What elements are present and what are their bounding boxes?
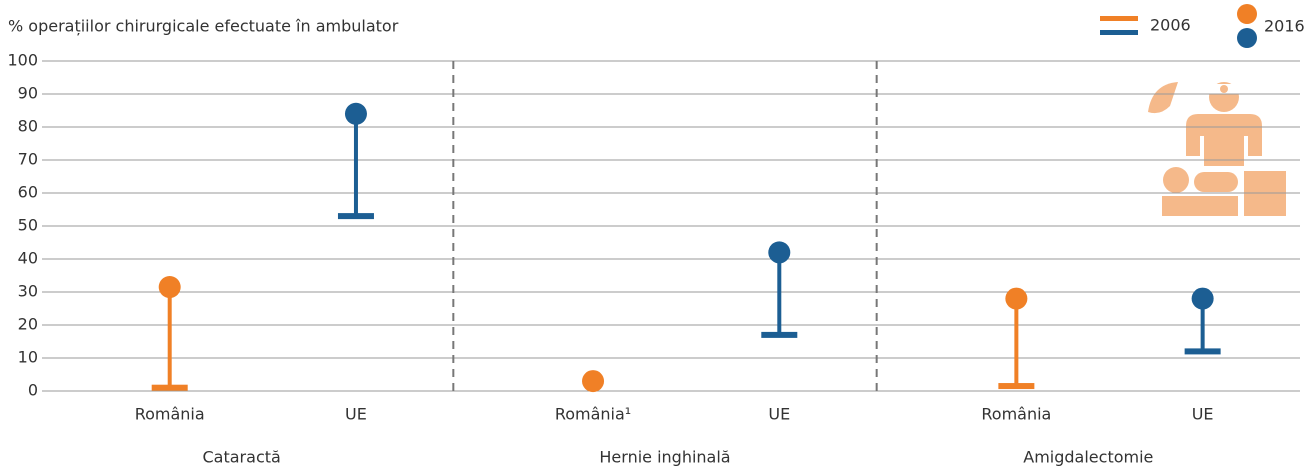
y-tick-label: 50 [18,216,38,235]
legend-swatch [1237,28,1257,48]
x-tick-label: România [981,405,1051,424]
marker-bar [337,213,374,220]
y-tick-label: 0 [28,381,38,400]
x-tick-label: UE [768,405,790,424]
marker-dot [1005,287,1028,310]
x-tick-label: România [135,405,205,424]
y-tick-label: 80 [18,117,38,136]
x-tick-label: România¹ [555,405,631,424]
legend-label: 2006 [1150,16,1191,35]
x-tick-label: UE [1192,405,1214,424]
y-tick-label: 90 [18,84,38,103]
marker-dot [582,370,605,393]
y-tick-label: 60 [18,183,38,202]
y-tick-label: 30 [18,282,38,301]
group-label: Hernie inghinală [599,448,730,467]
y-tick-label: 40 [18,249,38,268]
legend-swatch [1237,4,1257,24]
y-tick-label: 20 [18,315,38,334]
legend-swatch [1100,30,1138,35]
legend-label: 2016 [1264,17,1305,36]
marker-dot [1191,287,1214,310]
legend-swatch [1100,16,1138,21]
chart-title: % operațiilor chirurgicale efectuate în … [8,17,399,36]
group-label: Amigdalectomie [1023,448,1153,467]
y-tick-label: 10 [18,348,38,367]
y-tick-label: 100 [7,51,38,70]
group-label: Cataractă [203,448,281,467]
y-tick-label: 70 [18,150,38,169]
marker-dot [158,276,181,299]
surgeon-icon [1148,82,1286,216]
marker-bar [1184,348,1221,355]
marker-dot [768,241,791,264]
marker-bar [761,331,798,338]
marker-dot [344,102,367,125]
marker-bar [998,383,1035,390]
marker-bar [151,384,188,391]
x-tick-label: UE [345,405,367,424]
